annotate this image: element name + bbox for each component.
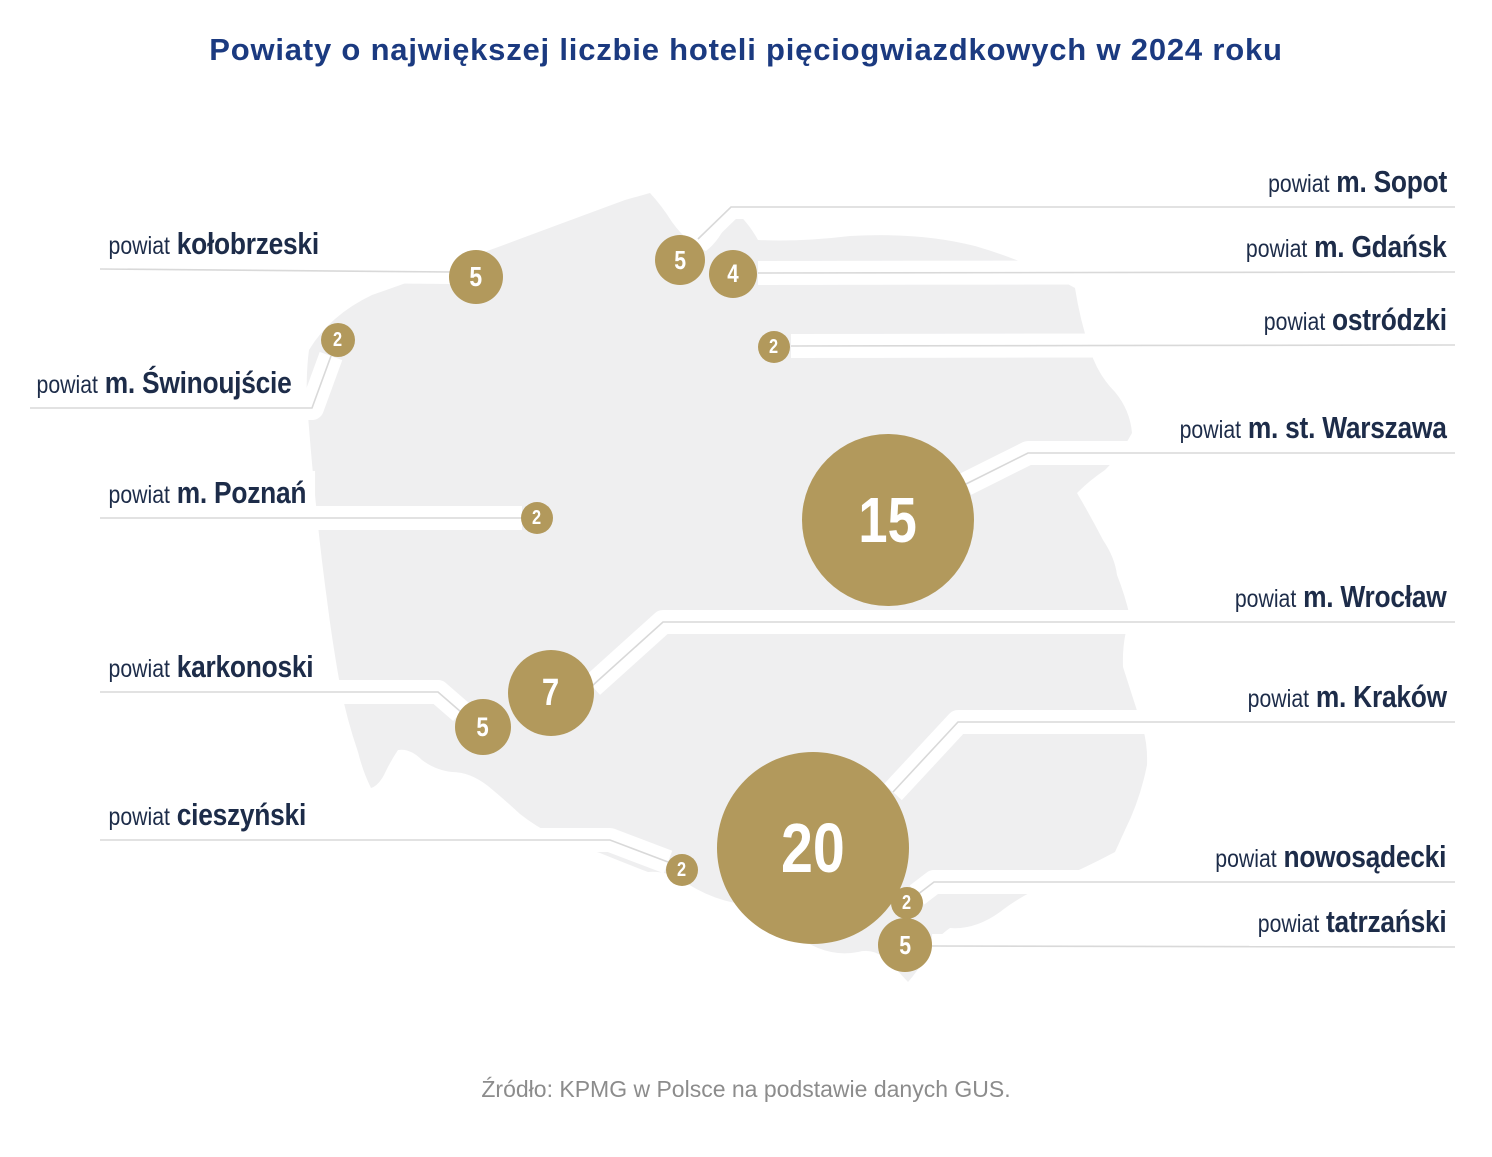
map-label-nowosadecki: powiat nowosądecki [1163,835,1455,881]
bubble-value-karkonoski: 5 [476,711,490,742]
map-label-prefix-cieszynski: powiat [108,803,170,831]
leader-line-krakow [892,721,1455,793]
leader-line-karkonoski [100,691,462,713]
map-label-ostrodzki: powiat ostródzki [1220,298,1455,344]
bubble-warszawa: 15 [802,434,974,606]
bubble-value-kolobrzeski: 5 [469,261,483,292]
map-label-box-krakow: powiat m. Kraków [1238,675,1455,721]
map-label-krakow: powiat m. Kraków [1201,675,1455,721]
map-label-name-poznan: m. Poznań [176,475,307,510]
map-label-box-poznan: powiat m. Poznań [100,471,315,517]
leader-line-nowosadecki [916,881,1455,896]
bubble-value-gdansk: 4 [727,259,739,288]
bubble-kolobrzeski: 5 [449,250,503,304]
map-label-sopot: powiat m. Sopot [1225,160,1455,206]
map-label-name-wroclaw: m. Wrocław [1303,579,1447,614]
leader-lines [30,206,1456,948]
bubble-value-tatrzanski: 5 [899,929,911,960]
bubble-tatrzanski: 5 [878,918,932,972]
map-label-name-cieszynski: cieszyński [176,797,307,832]
map-label-tatrzanski: powiat tatrzański [1213,900,1455,946]
map-label-name-sopot: m. Sopot [1335,164,1447,199]
bubble-value-sopot: 5 [674,244,686,275]
bubble-nowosadecki: 2 [891,887,923,919]
leader-line-casing-nowosadecki [909,870,1455,905]
map-label-name-gdansk: m. Gdańsk [1314,229,1447,264]
map-label-prefix-ostrodzki: powiat [1263,308,1325,336]
map-label-prefix-krakow: powiat [1247,685,1309,713]
leader-line-cieszynski [100,839,669,863]
leader-line-swinoujscie [30,355,332,409]
bubble-cieszynski: 2 [666,854,698,886]
map-label-box-kolobrzeski: powiat kołobrzeski [100,222,328,268]
map-label-box-sopot: powiat m. Sopot [1259,160,1455,206]
bubble-value-krakow: 20 [781,809,845,887]
leader-line-tatrzanski [931,945,1456,948]
map-label-box-swinoujscie: powiat m. Świnoujście [28,361,301,407]
bubble-value-swinoujscie: 2 [333,328,343,351]
leader-line-gdansk [757,271,1456,274]
bubble-value-ostrodzki: 2 [769,335,779,358]
map-label-karkonoski: powiat karkonoski [100,645,361,691]
map-label-poznan: powiat m. Poznań [100,471,353,517]
map-label-prefix-tatrzanski: powiat [1257,910,1320,938]
leader-line-warszawa [965,452,1455,485]
bubble-sopot: 5 [655,235,705,285]
map-label-cieszynski: powiat cieszyński [100,793,352,839]
map-label-box-tatrzanski: powiat tatrzański [1249,900,1455,946]
map-label-prefix-wroclaw: powiat [1234,585,1297,613]
leader-line-wroclaw [591,621,1455,687]
map-label-prefix-sopot: powiat [1267,170,1330,198]
map-label-name-kolobrzeski: kołobrzeski [176,226,319,261]
map-label-prefix-kolobrzeski: powiat [108,232,170,260]
map-label-wroclaw: powiat m. Wrocław [1186,575,1455,621]
bubble-value-wroclaw: 7 [542,671,560,714]
bubble-swinoujscie: 2 [321,323,355,357]
chart-title: Powiaty o największej liczbie hoteli pię… [209,32,1283,67]
bubble-krakow: 20 [717,752,909,944]
map-label-name-swinoujscie: m. Świnoujście [104,365,292,400]
bubble-gdansk: 4 [709,250,757,298]
map-label-name-tatrzanski: tatrzański [1326,904,1447,939]
leader-line-casing-cieszynski [100,828,673,874]
map-label-prefix-nowosadecki: powiat [1215,845,1278,873]
map-label-name-ostrodzki: ostródzki [1331,302,1447,337]
map-label-gdansk: powiat m. Gdańsk [1199,225,1455,271]
leader-line-ostrodzki [790,344,1456,347]
bubble-karkonoski: 5 [455,699,511,755]
map-label-box-warszawa: powiat m. st. Warszawa [1171,406,1455,452]
bubble-poznan: 2 [521,502,553,534]
bubble-wroclaw: 7 [508,650,594,736]
map-label-name-warszawa: m. st. Warszawa [1247,410,1447,445]
bubble-value-nowosadecki: 2 [902,891,912,914]
map-label-prefix-gdansk: powiat [1245,235,1308,263]
bubble-value-warszawa: 15 [858,484,918,556]
bubble-value-cieszynski: 2 [677,858,687,881]
map-label-box-ostrodzki: powiat ostródzki [1254,298,1455,344]
map-label-prefix-poznan: powiat [108,481,170,509]
poland-map-silhouette [306,193,1148,982]
map-label-swinoujscie: powiat m. Świnoujście [28,361,348,407]
map-label-name-karkonoski: karkonoski [176,649,314,684]
map-label-box-cieszynski: powiat cieszyński [100,793,315,839]
map-label-prefix-warszawa: powiat [1179,416,1241,444]
bubble-ostrodzki: 2 [758,331,790,363]
map-label-prefix-swinoujscie: powiat [36,371,98,399]
map-label-name-krakow: m. Kraków [1315,679,1447,714]
map-label-name-nowosadecki: nowosądecki [1283,839,1447,874]
map-label-kolobrzeski: powiat kołobrzeski [100,222,368,268]
map-label-box-gdansk: powiat m. Gdańsk [1237,225,1455,271]
leader-line-kolobrzeski [99,268,453,273]
leader-line-sopot [697,206,1455,240]
bubble-value-poznan: 2 [532,506,542,529]
map-label-box-wroclaw: powiat m. Wrocław [1226,575,1455,621]
map-label-box-nowosadecki: powiat nowosądecki [1207,835,1455,881]
map-label-prefix-karkonoski: powiat [108,655,170,683]
map-label-warszawa: powiat m. st. Warszawa [1121,406,1455,452]
source-note: Źródło: KPMG w Polsce na podstawie danyc… [481,1076,1011,1102]
map-label-box-karkonoski: powiat karkonoski [100,645,322,691]
